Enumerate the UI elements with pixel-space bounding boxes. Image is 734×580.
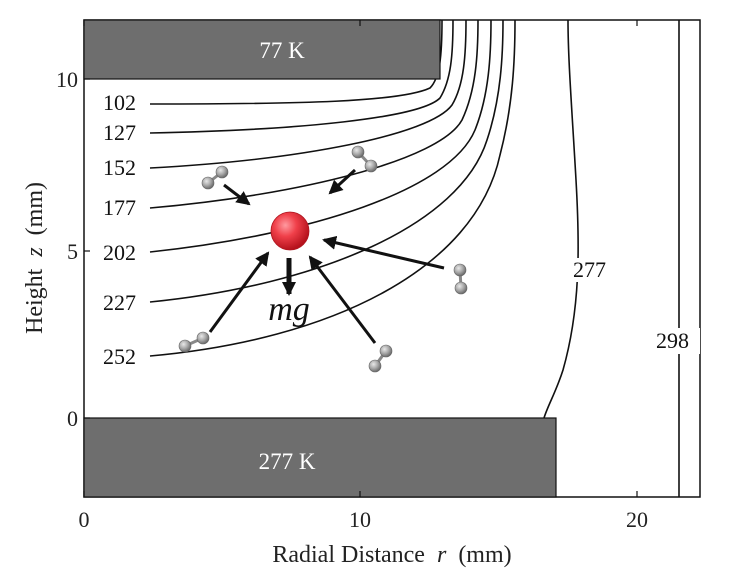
isotherm-label-127: 127 xyxy=(103,120,136,145)
gravity-force-label: mg xyxy=(268,291,310,328)
isotherm-label-202: 202 xyxy=(103,240,136,265)
arrow-from-molecule-4 xyxy=(208,251,270,333)
molecule-2 xyxy=(351,145,378,173)
x-tick-labels: 0 10 20 xyxy=(79,507,649,532)
axis-ticks xyxy=(83,20,638,497)
isotherm-202 xyxy=(149,20,492,253)
y-axis-label: Height z (mm) xyxy=(22,182,48,334)
isotherm-label-102: 102 xyxy=(103,90,136,115)
isotherm-labels: 102 127 152 177 202 227 252 277 298 xyxy=(100,90,700,369)
bottom-plate xyxy=(83,417,557,498)
y-tick-labels: 0 5 10 xyxy=(56,67,78,431)
top-plate-label: 77 K xyxy=(259,38,305,63)
momentum-arrows xyxy=(208,168,445,344)
isotherm-label-252: 252 xyxy=(103,344,136,369)
y-tick-label-10: 10 xyxy=(56,67,78,92)
isotherm-127 xyxy=(149,20,454,134)
bottom-plate-label: 277 K xyxy=(259,449,316,474)
molecule-1 xyxy=(201,165,229,190)
arrow-from-molecule-3 xyxy=(322,235,445,270)
molecule-5 xyxy=(368,344,393,373)
isotherm-label-152: 152 xyxy=(103,155,136,180)
isotherm-227 xyxy=(149,20,504,303)
isotherm-277 xyxy=(543,20,579,419)
isotherm-177 xyxy=(149,20,479,209)
molecule-4 xyxy=(178,331,210,353)
y-tick-label-5: 5 xyxy=(67,239,78,264)
isotherm-label-277: 277 xyxy=(573,257,606,282)
x-tick-label-10: 10 xyxy=(349,507,371,532)
gas-molecules xyxy=(178,145,468,373)
isotherm-152 xyxy=(149,20,467,169)
x-tick-label-0: 0 xyxy=(79,507,90,532)
isotherm-label-177: 177 xyxy=(103,195,136,220)
isotherm-label-298: 298 xyxy=(656,328,689,353)
isotherm-252 xyxy=(149,20,516,357)
x-axis-label: Radial Distance r (mm) xyxy=(272,542,511,568)
y-tick-label-0: 0 xyxy=(67,406,78,431)
arrow-from-molecule-5 xyxy=(308,255,377,344)
arrow-from-molecule-2 xyxy=(328,168,357,195)
x-tick-label-20: 20 xyxy=(626,507,648,532)
arrow-from-molecule-1 xyxy=(223,183,251,206)
isotherm-label-227: 227 xyxy=(103,290,136,315)
levitated-particle xyxy=(270,211,310,251)
top-plate xyxy=(83,19,441,80)
molecule-3 xyxy=(453,263,468,295)
